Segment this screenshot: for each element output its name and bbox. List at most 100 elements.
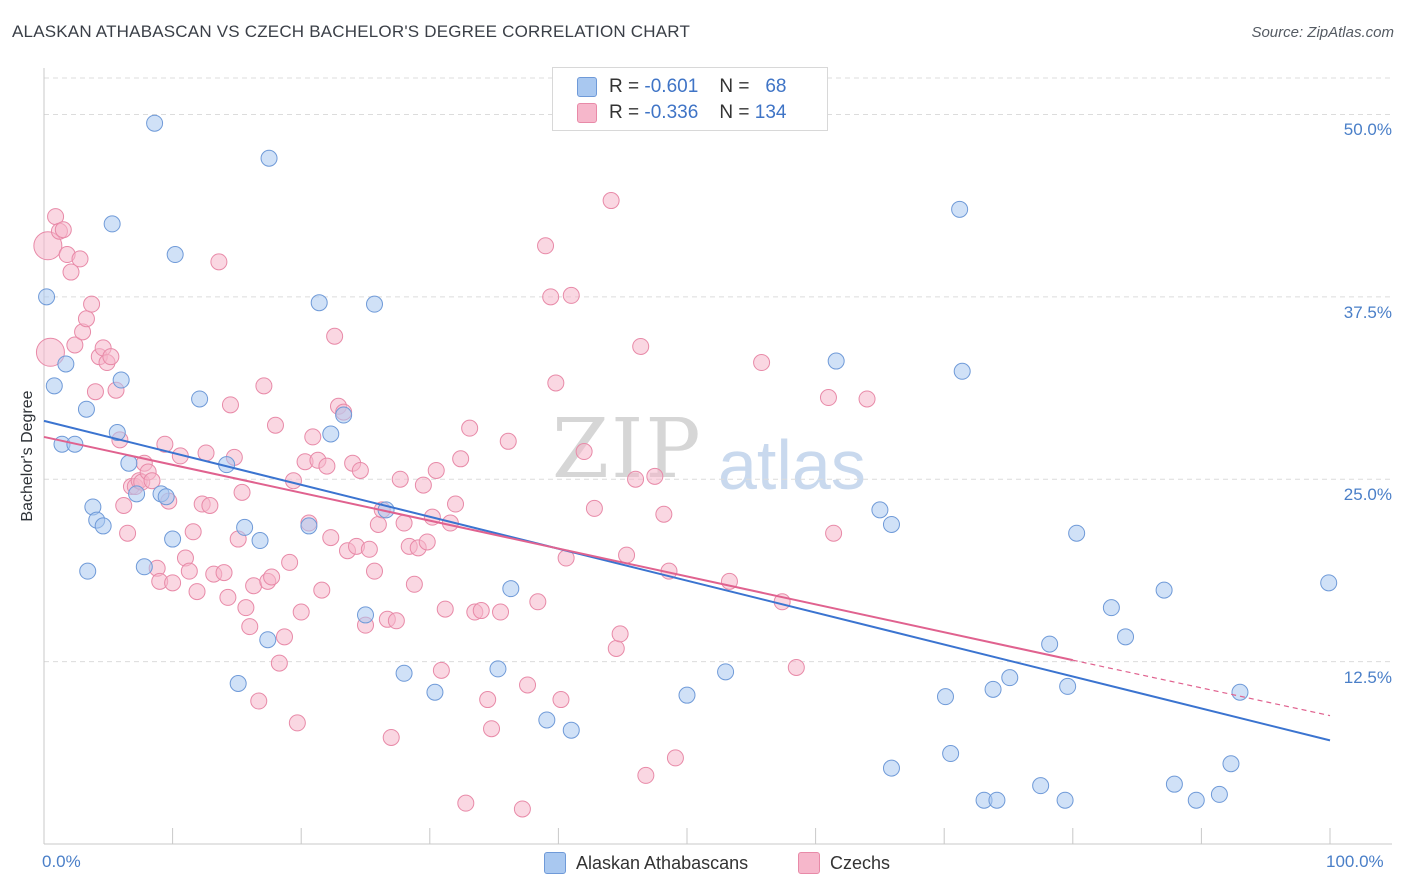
czech-point-128 <box>666 749 684 767</box>
czech-point-39 <box>197 444 215 462</box>
czech-point-104 <box>483 720 501 738</box>
athabascan-point-12 <box>112 371 130 389</box>
athabascan-point-6 <box>77 400 95 418</box>
legend-label: Czechs <box>830 852 891 873</box>
athabascan-point-67 <box>1231 683 1249 701</box>
athabascan-point-52 <box>984 680 1002 698</box>
athabascan-point-60 <box>1102 599 1120 617</box>
athabascan-point-38 <box>502 580 520 598</box>
czech-point-120 <box>611 625 629 643</box>
athabascan-point-64 <box>1187 791 1205 809</box>
czech-point-19 <box>115 497 133 515</box>
chart-title: ALASKAN ATHABASCAN VS CZECH BACHELOR'S D… <box>12 22 691 41</box>
athabascan-point-27 <box>260 149 278 167</box>
athabascan-point-36 <box>426 683 444 701</box>
stats-row-czechs: R = -0.336 N = 134 <box>577 101 786 125</box>
czech-point-10 <box>77 310 95 328</box>
athabascan-point-9 <box>94 517 112 535</box>
athabascan-point-48 <box>942 745 960 763</box>
czech-point-48 <box>233 483 251 501</box>
czech-point-135 <box>858 390 876 408</box>
czech-point-126 <box>655 505 673 523</box>
czech-point-80 <box>369 515 387 533</box>
athabascan-point-65 <box>1210 785 1228 803</box>
athabascan-point-61 <box>1117 628 1135 646</box>
czech-point-79 <box>366 562 384 580</box>
czech-point-107 <box>513 800 531 818</box>
legend-label: Alaskan Athabascans <box>576 852 749 873</box>
czech-point-85 <box>391 470 409 488</box>
czech-point-12 <box>86 383 104 401</box>
athabascan-point-33 <box>366 295 384 313</box>
n-label: N = <box>719 102 750 123</box>
athabascan-point-63 <box>1165 775 1183 793</box>
czech-point-122 <box>627 470 645 488</box>
czech-point-50 <box>241 618 259 636</box>
czech-point-117 <box>585 499 603 517</box>
athabascan-point-26 <box>259 631 277 649</box>
athabascan-point-44 <box>871 501 889 519</box>
athabascan-point-50 <box>953 362 971 380</box>
athabascan-point-13 <box>120 454 138 472</box>
czech-point-20 <box>119 524 137 542</box>
legend-item-czechs: Czechs <box>798 852 890 874</box>
stats-legend: R = -0.601 N = 68 R = -0.336 N = 134 <box>552 67 828 131</box>
athabascan-point-66 <box>1222 755 1240 773</box>
czech-point-97 <box>447 495 465 513</box>
x-tick-label-max: 100.0% <box>1326 852 1384 871</box>
czech-trendline-extension <box>1072 659 1331 717</box>
czech-point-11 <box>83 295 101 313</box>
czech-point-116 <box>575 443 593 461</box>
watermark-atlas: atlas <box>718 426 866 504</box>
czech-point-53 <box>255 377 273 395</box>
legend-item-athabascans: Alaskan Athabascans <box>544 852 748 874</box>
czech-point-61 <box>288 714 306 732</box>
athabascan-point-11 <box>108 424 126 442</box>
stats-row-athabascan: R = -0.601 N = 68 <box>577 75 786 99</box>
czech-point-62 <box>292 603 310 621</box>
athabascan-point-23 <box>229 675 247 693</box>
czech-point-40 <box>201 497 219 515</box>
czech-point-27 <box>143 472 161 490</box>
czech-point-99 <box>457 794 475 812</box>
czech-point-103 <box>479 691 497 709</box>
czech-point-124 <box>637 766 655 784</box>
athabascan-point-39 <box>538 711 556 729</box>
r-label: R = <box>609 76 640 97</box>
czech-trendline <box>43 435 1074 662</box>
czech-point-133 <box>819 389 837 407</box>
czech-point-8 <box>71 250 89 268</box>
czech-point-109 <box>529 593 547 611</box>
czech-point-42 <box>210 253 228 271</box>
czech-point-56 <box>266 416 284 434</box>
source-label: Source: ZipAtlas.com <box>1251 24 1394 41</box>
czech-point-59 <box>281 553 299 571</box>
czech-point-134 <box>825 524 843 542</box>
czech-point-49 <box>237 599 255 617</box>
athabascan-point-47 <box>936 688 954 706</box>
athabascan-point-19 <box>164 530 182 548</box>
athabascan-point-46 <box>882 759 900 777</box>
athabascan-point-3 <box>57 355 75 373</box>
athabascan-point-49 <box>951 200 969 218</box>
czech-point-68 <box>318 457 336 475</box>
athabascan-point-37 <box>489 660 507 678</box>
athabascan-point-59 <box>1068 524 1086 542</box>
czech-point-32 <box>164 574 182 592</box>
czech-point-88 <box>405 575 423 593</box>
athabascan-point-32 <box>357 606 374 624</box>
czech-point-7 <box>66 336 84 354</box>
x-tick-label-min: 0.0% <box>42 852 81 871</box>
athabascan-point-31 <box>335 406 353 424</box>
czech-point-84 <box>387 612 405 630</box>
athabascan-trendline <box>43 419 1331 742</box>
r-label: R = <box>609 102 640 123</box>
athabascan-point-25 <box>251 532 269 550</box>
czech-point-51 <box>245 577 263 595</box>
n-label: N = <box>719 76 750 97</box>
athabascan-point-45 <box>882 515 900 533</box>
czech-point-105 <box>492 603 510 621</box>
czech-point-95 <box>436 600 454 618</box>
czech-point-100 <box>461 419 479 437</box>
n-value: 134 <box>754 102 787 123</box>
